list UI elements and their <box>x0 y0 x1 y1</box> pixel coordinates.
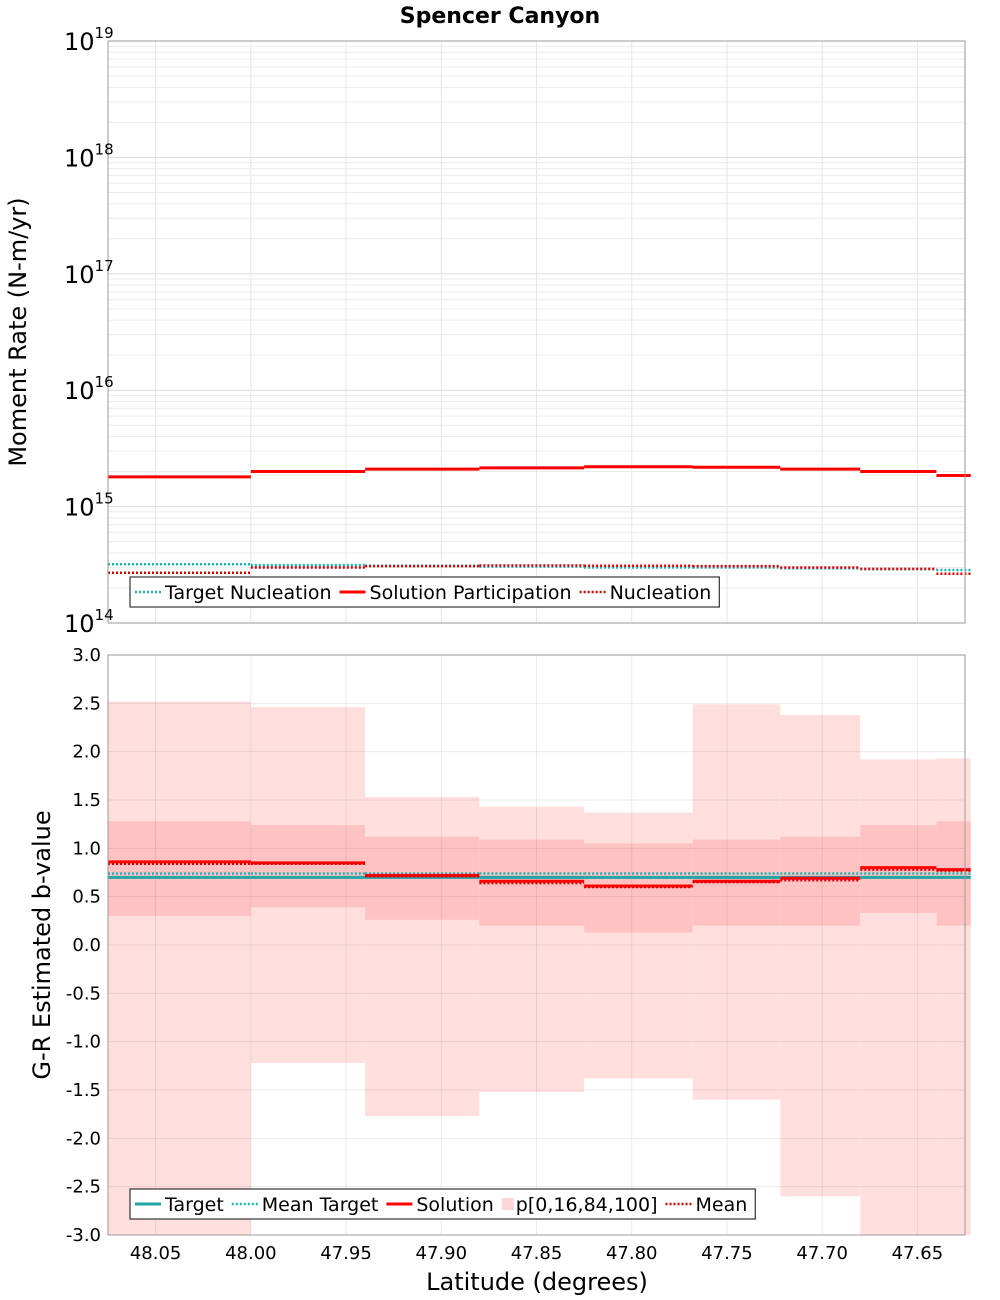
bottom-series <box>108 860 971 889</box>
x-tick-label: 47.90 <box>416 1243 468 1264</box>
x-tick-label: 48.05 <box>130 1243 182 1264</box>
band-p0-100 <box>780 714 861 1197</box>
top-legend-frame <box>129 576 720 608</box>
x-axis-label: Latitude (degrees) <box>426 1268 648 1296</box>
top-legend: Target Nucleation Solution Participation N… <box>129 576 720 608</box>
x-tick-label: 47.95 <box>320 1243 372 1264</box>
bottom-y-tick-label: -2.5 <box>66 1177 101 1198</box>
bottom-y-tick-label: 2.0 <box>72 742 101 763</box>
bottom-legend: Target Mean Target Solution p[0,16,84,100] M… <box>129 1188 756 1220</box>
bottom-y-tick-label: -2.0 <box>66 1128 101 1149</box>
top-legend-solution-participation-label: Solution Participation <box>370 582 572 604</box>
top-y-tick-label: 1016 <box>64 373 114 405</box>
band-p16-84 <box>108 821 251 916</box>
bottom-legend-p-0-16-84-100--swatch <box>501 1198 514 1210</box>
x-tick-label: 47.65 <box>892 1243 944 1264</box>
bottom-y-tick-label: -1.0 <box>66 1032 101 1053</box>
top-y-tick-label: 1019 <box>64 24 114 56</box>
bottom-legend-mean-label: Mean <box>696 1194 748 1216</box>
band-p16-84 <box>780 836 861 926</box>
band-p16-84 <box>250 825 366 908</box>
bottom-y-tick-label: 3.0 <box>72 645 101 666</box>
bottom-y-tick-label: 1.5 <box>72 790 101 811</box>
bottom-y-tick-label: -3.0 <box>66 1225 101 1246</box>
chart-title: Spencer Canyon <box>400 4 600 29</box>
top-y-tick-labels: 1014 1015 1016 1017 1018 1019 <box>64 24 114 638</box>
bottom-percentile-bands <box>108 701 971 1235</box>
bottom-panel: 3.0 2.5 2.0 1.5 1.0 0.5 0.0 -0.5 -1.0 -1.5 -2.0 -2.… <box>28 645 971 1296</box>
bottom-y-tick-label: 0.0 <box>72 935 101 956</box>
bottom-y-tick-label: -1.5 <box>66 1080 101 1101</box>
bottom-legend-target-label: Target <box>164 1194 224 1216</box>
top-plot-frame <box>107 40 966 624</box>
bottom-x-tick-labels: 48.05 48.00 47.95 47.90 47.85 47.80 47.75 47.70… <box>130 1243 943 1264</box>
bottom-legend-p-0-16-84-100--label: p[0,16,84,100] <box>516 1194 658 1216</box>
top-y-tick-label: 1014 <box>64 606 114 638</box>
band-p0-100 <box>108 701 251 1235</box>
x-tick-label: 48.00 <box>225 1243 277 1264</box>
bottom-legend-solution-label: Solution <box>416 1194 493 1216</box>
top-y-tick-label: 1018 <box>64 140 114 172</box>
top-y-tick-label: 1017 <box>64 257 114 289</box>
top-y-axis-label: Moment Rate (N-m/yr) <box>4 197 32 466</box>
bottom-y-tick-labels: 3.0 2.5 2.0 1.5 1.0 0.5 0.0 -0.5 -1.0 -1.5 -2.0 -2.… <box>66 645 101 1246</box>
x-tick-label: 47.85 <box>511 1243 563 1264</box>
bottom-grid <box>108 654 965 1236</box>
bottom-y-axis-label: G-R Estimated b-value <box>28 810 56 1079</box>
x-tick-label: 47.70 <box>796 1243 848 1264</box>
top-y-tick-label: 1015 <box>64 490 114 522</box>
x-tick-label: 47.80 <box>606 1243 658 1264</box>
top-legend-nucleation-label: Nucleation <box>610 582 712 604</box>
top-panel: 1014 1015 1016 1017 1018 1019 Moment Rate (N-… <box>4 24 971 638</box>
x-tick-label: 47.75 <box>701 1243 753 1264</box>
bottom-plot-frame <box>107 654 966 1236</box>
bottom-legend-frame <box>129 1188 756 1220</box>
bottom-y-tick-label: 0.5 <box>72 887 101 908</box>
bottom-y-tick-label: 1.0 <box>72 838 101 859</box>
band-p16-84 <box>584 843 693 933</box>
bottom-legend-mean-target-label: Mean Target <box>262 1194 379 1216</box>
bottom-y-tick-label: 2.5 <box>72 693 101 714</box>
top-legend-target-nucleation-label: Target Nucleation <box>164 582 332 604</box>
bottom-y-tick-label: -0.5 <box>66 983 101 1004</box>
